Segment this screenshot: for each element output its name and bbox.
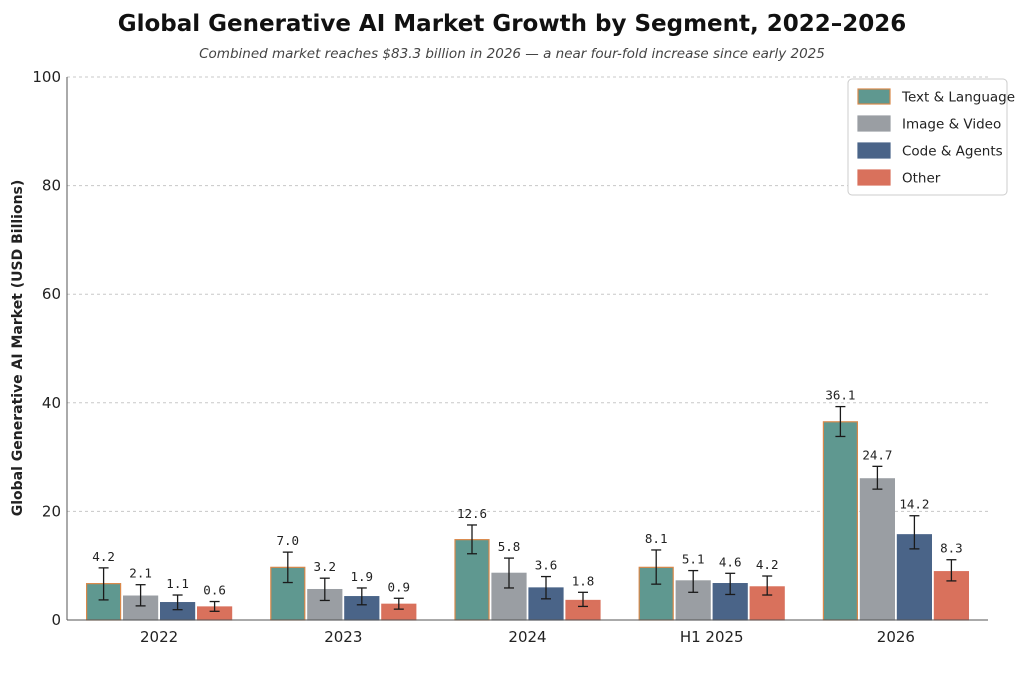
data-label: 8.1 — [645, 531, 668, 546]
legend-swatch — [857, 115, 891, 132]
y-tick-label: 100 — [32, 68, 61, 86]
x-tick-label: H1 2025 — [680, 628, 744, 646]
y-tick-label: 0 — [51, 611, 61, 629]
data-label: 24.7 — [862, 447, 892, 462]
x-tick-label: 2026 — [877, 628, 915, 646]
bar-layer: 4.2 2.1 1.1 0.6 7.0 3.2 1.9 0.9 12.6 5.8 3.6 1.8 8.1… — [85, 388, 970, 621]
chart-subtitle: Combined market reaches $83.3 billion in… — [199, 46, 825, 62]
x-tick-label: 2024 — [508, 628, 546, 646]
data-label: 3.6 — [535, 558, 558, 573]
legend: Text & Language Image & Video Code & Agent… — [847, 78, 1015, 196]
data-label: 14.2 — [899, 497, 929, 512]
data-label: 4.6 — [719, 554, 742, 569]
bar — [675, 580, 711, 621]
chart-title: Global Generative AI Market Growth by Se… — [118, 11, 907, 37]
legend-label: Other — [902, 171, 941, 187]
legend-swatch — [857, 169, 891, 186]
x-tick-label: 2022 — [140, 628, 178, 646]
legend-label: Image & Video — [902, 117, 1001, 133]
data-label: 36.1 — [825, 388, 855, 403]
data-label: 3.2 — [314, 559, 337, 574]
bar — [859, 478, 896, 621]
legend-label: Code & Agents — [902, 144, 1003, 160]
y-axis-label: Global Generative AI Market (USD Billion… — [10, 180, 26, 517]
data-label: 1.8 — [572, 573, 595, 588]
data-label: 12.6 — [457, 506, 487, 521]
legend-label: Text & Language — [901, 90, 1015, 106]
x-tick-label: 2023 — [324, 628, 362, 646]
y-tick-label: 60 — [42, 285, 61, 303]
y-tick-label: 80 — [42, 177, 61, 195]
data-label: 1.1 — [166, 576, 189, 591]
data-label: 0.9 — [388, 579, 411, 594]
data-label: 5.1 — [682, 552, 705, 567]
legend-box — [847, 78, 1008, 196]
y-tick-label: 40 — [42, 394, 61, 412]
legend-swatch — [857, 88, 891, 105]
y-tick-label: 20 — [42, 502, 61, 520]
data-label: 4.2 — [92, 549, 115, 564]
axis-layer: 0 20 40 60 80 100 2022 2023 2024 H1 2025 2026 — [32, 68, 988, 646]
data-label: 4.2 — [756, 557, 779, 572]
data-label: 5.8 — [498, 539, 521, 554]
data-label: 2.1 — [129, 566, 152, 581]
data-label: 7.0 — [277, 533, 300, 548]
bar — [822, 421, 859, 621]
legend-swatch — [857, 142, 891, 159]
data-label: 0.6 — [203, 583, 226, 598]
data-label: 1.9 — [351, 569, 374, 584]
data-label: 8.3 — [940, 541, 963, 556]
